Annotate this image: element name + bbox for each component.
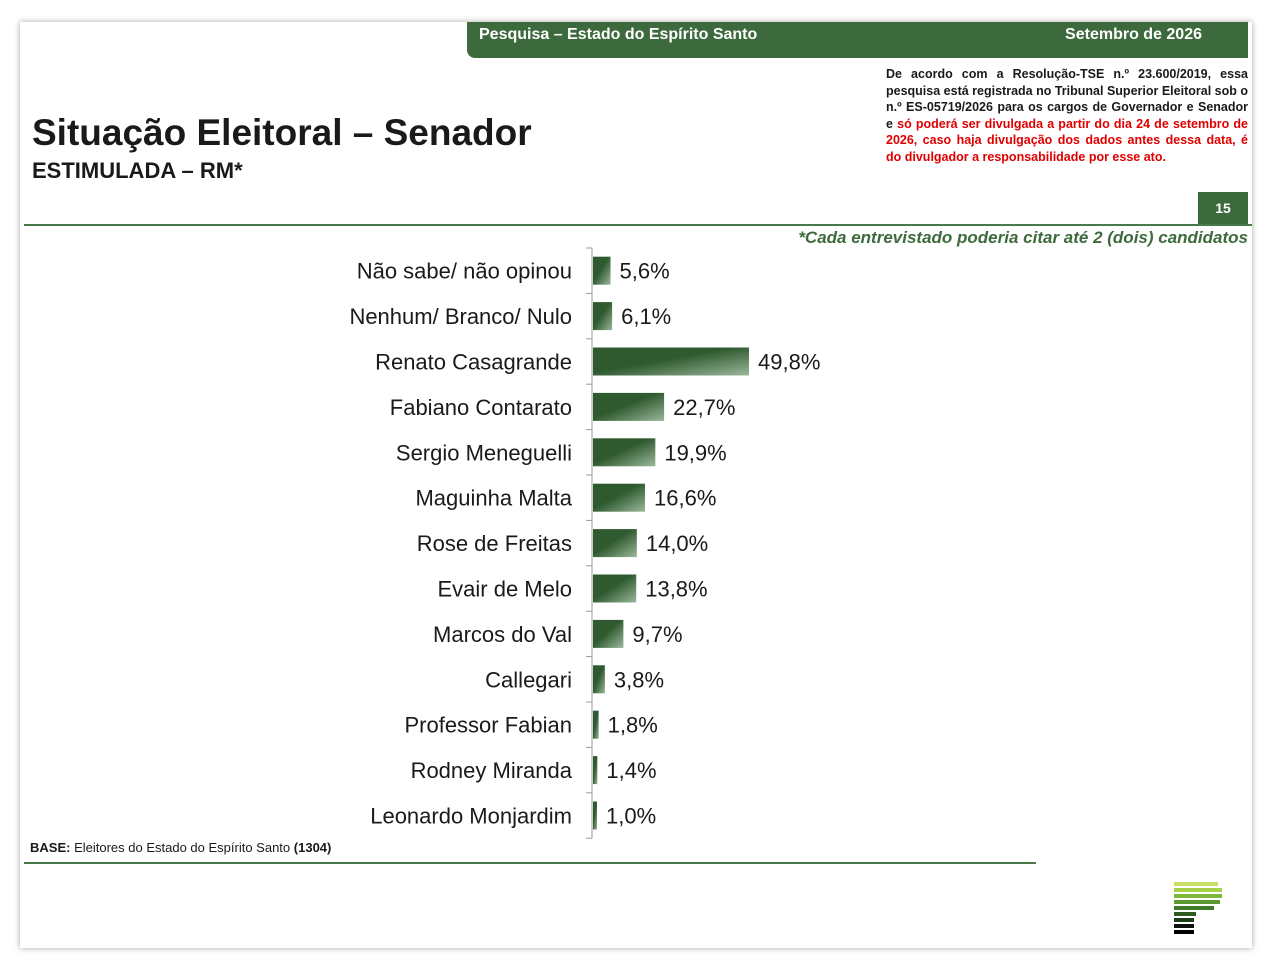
bar — [593, 483, 645, 512]
bar — [593, 801, 597, 830]
survey-label: Pesquisa – Estado do Espírito Santo — [479, 26, 758, 43]
value-label: 19,9% — [664, 440, 726, 465]
value-label: 3,8% — [614, 667, 664, 692]
bar — [593, 710, 599, 739]
brand-logo-icon — [1174, 882, 1222, 934]
bar — [593, 756, 598, 785]
category-label: Marcos do Val — [433, 622, 572, 647]
page-title: Situação Eleitoral – Senador — [32, 112, 532, 153]
category-label: Sergio Meneguelli — [396, 440, 572, 465]
bar — [593, 256, 611, 285]
value-label: 6,1% — [621, 304, 671, 329]
notice-warning-text: só poderá ser divulgada a partir do dia … — [886, 116, 1248, 164]
bar — [593, 302, 613, 331]
bar — [593, 619, 624, 648]
category-label: Callegari — [485, 667, 572, 692]
page-subtitle: ESTIMULADA – RM* — [32, 158, 243, 183]
category-label: Renato Casagrande — [375, 350, 572, 375]
bar-chart: Não sabe/ não opinou 5,6% Nenhum/ Branco/ … — [349, 247, 820, 839]
value-label: 14,0% — [646, 531, 708, 556]
header-bar: Pesquisa – Estado do Espírito Santo Sete… — [467, 22, 1248, 58]
bar — [593, 438, 656, 467]
value-label: 1,0% — [606, 804, 656, 829]
value-label: 22,7% — [673, 395, 735, 420]
value-label: 16,6% — [654, 486, 716, 511]
notice-text: De acordo com a Resolução-TSE n.º 23.600… — [886, 67, 1248, 131]
bar — [593, 665, 605, 694]
top-divider — [24, 224, 1252, 226]
category-label: Professor Fabian — [404, 713, 572, 738]
category-label: Rodney Miranda — [411, 758, 573, 783]
bar — [593, 574, 637, 603]
footnote: *Cada entrevistado poderia citar até 2 (… — [798, 228, 1248, 247]
slide: Pesquisa – Estado do Espírito Santo Sete… — [20, 22, 1252, 948]
base-text: Eleitores do Estado do Espírito Santo — [74, 840, 291, 855]
value-label: 13,8% — [645, 577, 707, 602]
value-label: 1,4% — [606, 758, 656, 783]
base-count: (1304) — [293, 840, 332, 855]
value-label: 9,7% — [632, 622, 682, 647]
category-label: Não sabe/ não opinou — [357, 259, 572, 284]
category-label: Fabiano Contarato — [390, 395, 572, 420]
category-label: Leonardo Monjardim — [370, 804, 572, 829]
base-note: BASE: Eleitores do Estado do Espírito Sa… — [30, 840, 331, 855]
value-label: 1,8% — [608, 713, 658, 738]
legal-notice: De acordo com a Resolução-TSE n.º 23.600… — [886, 66, 1248, 166]
date-label: Setembro de 2026 — [1065, 26, 1202, 43]
value-label: 5,6% — [620, 259, 670, 284]
bar — [593, 529, 637, 558]
value-label: 49,8% — [758, 350, 820, 375]
category-label: Nenhum/ Branco/ Nulo — [349, 304, 572, 329]
bar — [593, 392, 665, 421]
base-label: BASE: — [30, 840, 71, 855]
category-label: Rose de Freitas — [417, 531, 572, 556]
bottom-divider — [24, 862, 1036, 864]
category-label: Evair de Melo — [437, 577, 572, 602]
bar — [593, 347, 749, 376]
page-number: 15 — [1198, 192, 1248, 224]
category-label: Maguinha Malta — [415, 486, 572, 511]
